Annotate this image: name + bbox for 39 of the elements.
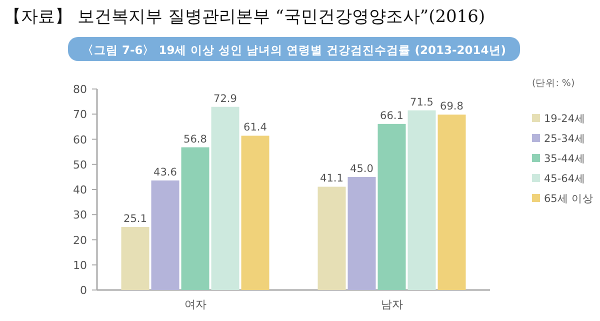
data-label: 43.6 bbox=[154, 166, 178, 178]
bar bbox=[151, 180, 180, 290]
y-tick-label: 0 bbox=[80, 284, 87, 297]
text: 【자료】 보건복지부 질병관리본부 “국민건강영양조사”(2016) bbox=[4, 7, 486, 27]
data-label: 61.4 bbox=[244, 122, 268, 134]
data-label: 56.8 bbox=[184, 133, 207, 146]
y-tick-label: 80 bbox=[73, 83, 87, 96]
legend-label: 35-44세 bbox=[544, 153, 586, 165]
y-tick-label: 40 bbox=[73, 184, 87, 196]
bar bbox=[378, 124, 406, 290]
bar bbox=[211, 106, 240, 290]
data-label: 69.8 bbox=[440, 100, 464, 113]
bar bbox=[408, 110, 436, 290]
legend-label: 45-64세 bbox=[544, 173, 586, 185]
x-tick-label: 여자 bbox=[184, 298, 206, 311]
bar bbox=[438, 114, 466, 290]
y-tick-label: 20 bbox=[73, 234, 87, 247]
y-tick-label: 30 bbox=[73, 208, 87, 222]
data-label: 72.9 bbox=[214, 92, 237, 105]
chart-title: 〈그림 7-6〉 19세 이상 성인 남녀의 연령별 건강검진수검률 (2013-2014년) bbox=[82, 43, 506, 57]
y-tick-label: 50 bbox=[73, 158, 87, 172]
data-label: 45.0 bbox=[350, 162, 374, 175]
bar bbox=[181, 147, 210, 290]
bar bbox=[121, 226, 150, 290]
bar bbox=[241, 136, 270, 290]
data-label: 25.1 bbox=[124, 212, 147, 225]
bar bbox=[348, 176, 376, 290]
legend-label: 25-34세 bbox=[544, 133, 586, 145]
data-label: 41.1 bbox=[320, 172, 344, 185]
y-tick-label: 10 bbox=[73, 258, 87, 272]
y-tick-label: 60 bbox=[73, 133, 87, 146]
data-label: 71.5 bbox=[410, 96, 434, 108]
y-axis-title: (단위: %) bbox=[532, 78, 575, 89]
bar bbox=[318, 186, 346, 290]
data-label: 66.1 bbox=[380, 110, 404, 122]
y-tick-label: 70 bbox=[73, 108, 87, 122]
legend-label: 65세 이상 bbox=[544, 193, 594, 205]
legend-label: 19-24세 bbox=[544, 113, 586, 125]
x-tick-label: 남자 bbox=[380, 298, 403, 311]
